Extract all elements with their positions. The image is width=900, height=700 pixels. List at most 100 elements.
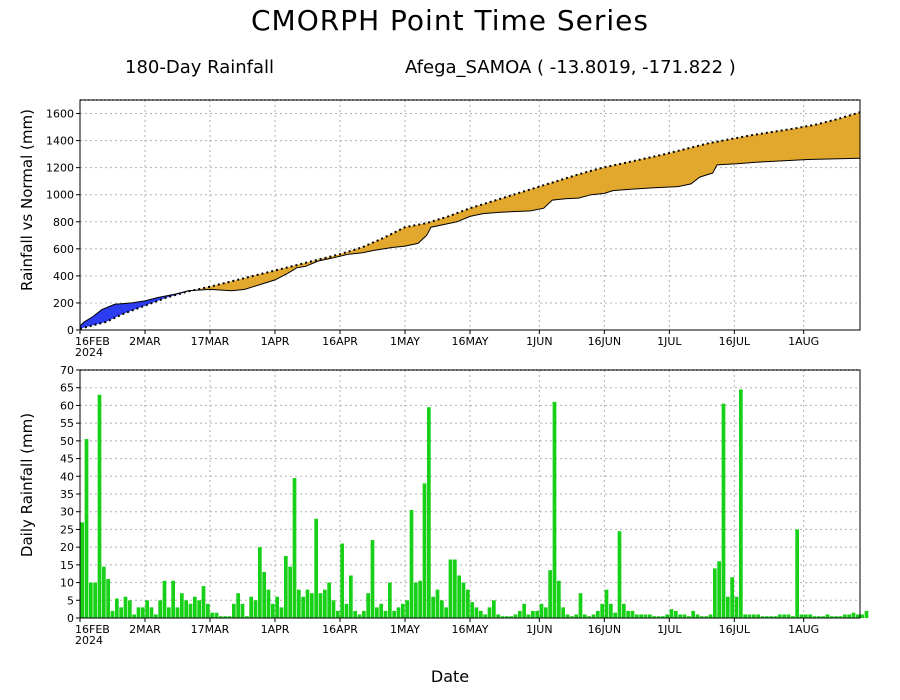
daily-rainfall-panel: 0 5 10 15 20 25 30 35 40 45 50 55 60 65 70 16FEB 2MAR 17M… xyxy=(60,364,869,647)
daily-bar xyxy=(652,616,657,618)
daily-bar xyxy=(743,614,748,618)
daily-bar xyxy=(838,616,843,618)
deficit-area xyxy=(191,112,861,291)
p2-ytick-label: 55 xyxy=(60,417,74,430)
daily-bar xyxy=(543,607,548,618)
daily-bar xyxy=(673,610,678,618)
daily-bar xyxy=(110,610,115,618)
daily-bar xyxy=(184,600,189,618)
p2-xtick-label: 16JUL xyxy=(719,623,751,636)
daily-bar xyxy=(145,600,150,618)
p2-xtick-label: 2MAR xyxy=(129,623,161,636)
observed-line xyxy=(79,157,861,327)
p2-ytick-label: 40 xyxy=(60,470,74,483)
p1-xtick-label: 16JUL xyxy=(719,335,751,348)
p1-xtick-label: 16APR xyxy=(322,335,358,348)
daily-bar xyxy=(634,614,639,618)
p1-xtick-label: 16JUN xyxy=(588,335,622,348)
daily-bar xyxy=(218,616,223,618)
p2-ytick-label: 35 xyxy=(60,488,74,501)
daily-bar xyxy=(561,607,566,618)
daily-bar xyxy=(504,616,509,618)
daily-bar xyxy=(591,614,596,618)
daily-bar xyxy=(448,559,453,618)
daily-bar xyxy=(348,575,353,618)
daily-bar xyxy=(240,603,245,618)
daily-bar xyxy=(842,614,847,618)
daily-bar xyxy=(205,603,210,618)
daily-bar xyxy=(630,610,635,618)
daily-bar xyxy=(296,589,301,618)
daily-bar xyxy=(487,607,492,618)
p2-ytick-label: 60 xyxy=(60,399,74,412)
daily-bar xyxy=(266,589,271,618)
daily-bar xyxy=(166,607,171,618)
daily-bar xyxy=(660,616,665,618)
daily-bar xyxy=(799,614,804,618)
p1-xtick-label: 1JUL xyxy=(657,335,682,348)
daily-bar xyxy=(712,568,717,618)
x-axis-label: Date xyxy=(431,667,469,686)
p2-xtick-label: 1MAY xyxy=(390,623,420,636)
daily-bar xyxy=(301,596,306,618)
daily-bar xyxy=(305,589,310,618)
daily-bar xyxy=(556,580,561,618)
daily-bar xyxy=(782,614,787,618)
p1-ytick-label: 0 xyxy=(67,324,74,337)
daily-bar xyxy=(513,614,518,618)
daily-bar xyxy=(738,389,743,618)
daily-bar xyxy=(132,614,137,618)
daily-bar xyxy=(764,616,769,618)
daily-bar xyxy=(682,614,687,618)
p1-xtick-label: 1JUN xyxy=(526,335,553,348)
daily-bar xyxy=(855,614,860,618)
daily-bar xyxy=(88,582,93,618)
daily-bar xyxy=(413,582,418,618)
daily-bar xyxy=(123,596,128,618)
daily-bar xyxy=(621,603,626,618)
daily-bar xyxy=(530,610,535,618)
daily-bar xyxy=(257,547,262,618)
p2-ytick-label: 5 xyxy=(67,594,74,607)
daily-bar xyxy=(288,566,293,618)
daily-bar xyxy=(678,614,683,618)
daily-bar xyxy=(656,616,661,618)
daily-bar xyxy=(509,616,514,618)
daily-bar xyxy=(227,616,232,618)
p1-year-label: 2024 xyxy=(75,346,103,359)
daily-bar xyxy=(730,577,735,618)
daily-bar xyxy=(795,529,800,618)
daily-bar xyxy=(760,616,765,618)
p2-ytick-label: 30 xyxy=(60,506,74,519)
daily-bar xyxy=(275,596,280,618)
daily-bar xyxy=(426,407,431,618)
daily-bar xyxy=(357,614,362,618)
daily-bar xyxy=(847,614,852,618)
daily-bar xyxy=(106,579,111,618)
p2-ytick-label: 15 xyxy=(60,559,74,572)
daily-bar xyxy=(318,593,323,618)
p2-ytick-label: 10 xyxy=(60,577,74,590)
daily-bar xyxy=(175,607,180,618)
daily-bar xyxy=(400,603,405,618)
p2-ytick-label: 0 xyxy=(67,612,74,625)
daily-bar xyxy=(270,603,275,618)
daily-bar xyxy=(249,596,254,618)
daily-bar xyxy=(422,483,427,618)
daily-bar xyxy=(210,612,215,618)
p2-ytick-label: 65 xyxy=(60,382,74,395)
daily-bar xyxy=(526,614,531,618)
daily-bar xyxy=(179,593,184,618)
daily-bar xyxy=(136,607,141,618)
daily-bar xyxy=(864,610,869,618)
daily-bar xyxy=(361,610,366,618)
daily-bar xyxy=(171,580,176,618)
daily-bar xyxy=(353,610,358,618)
daily-bar xyxy=(595,610,600,618)
daily-bar xyxy=(231,603,236,618)
daily-bar xyxy=(283,556,288,618)
daily-bar xyxy=(734,596,739,618)
daily-bar xyxy=(756,614,761,618)
normal-line xyxy=(79,111,861,330)
p1-xtick-label: 17MAR xyxy=(191,335,230,348)
